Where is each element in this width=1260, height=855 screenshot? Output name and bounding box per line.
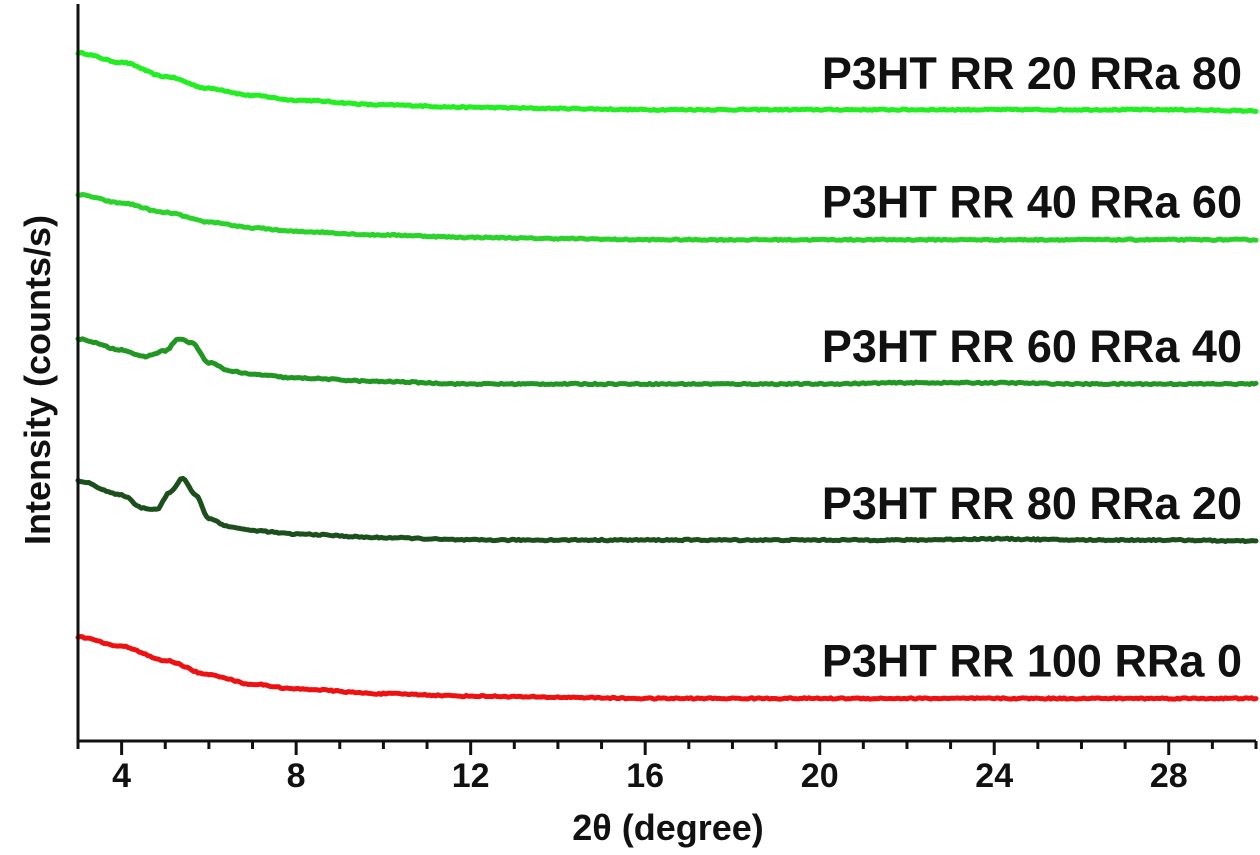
series-label-2: P3HT RR 40 RRa 60 — [822, 177, 1242, 228]
x-tick-label: 12 — [452, 757, 490, 795]
series-line-1 — [75, 50, 1259, 114]
series-line-2 — [75, 192, 1259, 243]
x-tick-label: 16 — [626, 757, 664, 795]
series-labels: P3HT RR 20 RRa 80 P3HT RR 40 RRa 60 P3HT R… — [822, 48, 1242, 687]
x-tick-label: 20 — [801, 757, 839, 795]
series-label-5: P3HT RR 100 RRa 0 — [822, 635, 1242, 686]
x-tick-label: 28 — [1150, 757, 1188, 795]
series-line-5 — [75, 634, 1259, 702]
x-tick-label: 8 — [287, 757, 306, 795]
x-ticks: 4 8 12 16 20 24 28 — [76, 741, 1258, 795]
x-tick-label: 24 — [975, 757, 1013, 795]
series-label-1: P3HT RR 20 RRa 80 — [822, 48, 1242, 99]
x-axis-title: 2θ (degree) — [572, 807, 764, 848]
axes — [76, 4, 1256, 743]
series-label-3: P3HT RR 60 RRa 40 — [822, 321, 1242, 372]
x-tick-label: 4 — [112, 757, 131, 795]
series-line-4 — [75, 475, 1259, 545]
series-layer — [75, 50, 1259, 702]
series-line-3 — [75, 336, 1259, 388]
series-label-4: P3HT RR 80 RRa 20 — [822, 478, 1242, 529]
y-axis-title: Intensity (counts/s) — [17, 215, 58, 545]
